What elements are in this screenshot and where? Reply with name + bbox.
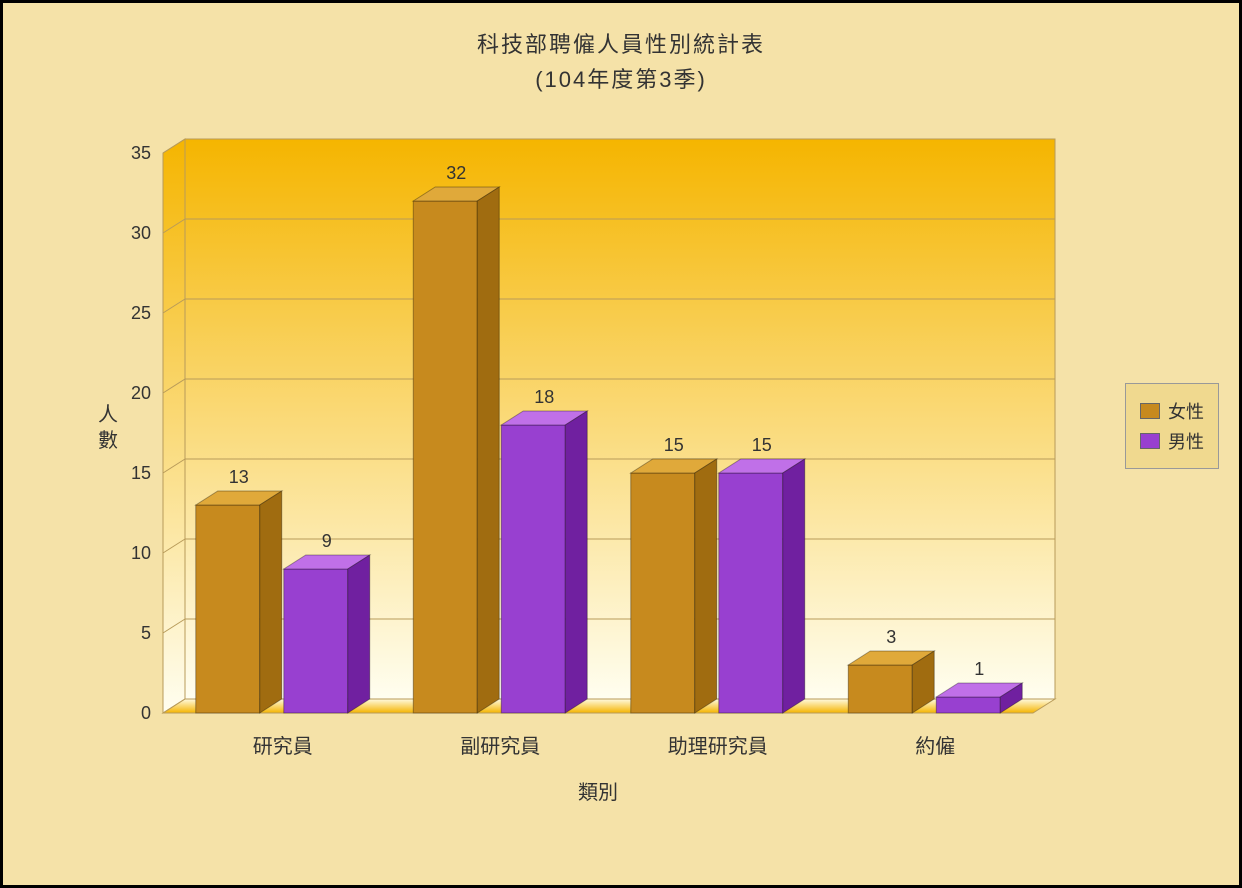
svg-text:15: 15 xyxy=(752,435,772,455)
svg-text:3: 3 xyxy=(886,627,896,647)
legend-label-female: 女性 xyxy=(1168,398,1204,424)
svg-text:10: 10 xyxy=(131,543,151,563)
svg-text:9: 9 xyxy=(322,531,332,551)
svg-text:13: 13 xyxy=(229,467,249,487)
svg-text:助理研究員: 助理研究員 xyxy=(668,735,768,758)
legend-swatch-female xyxy=(1140,403,1160,419)
svg-text:約僱: 約僱 xyxy=(915,735,955,758)
svg-text:1: 1 xyxy=(974,659,984,679)
svg-text:30: 30 xyxy=(131,223,151,243)
chart-title: 科技部聘僱人員性別統計表 (104年度第3季) xyxy=(3,3,1239,97)
legend: 女性 男性 xyxy=(1125,383,1219,469)
legend-item-male: 男性 xyxy=(1140,428,1204,454)
svg-text:35: 35 xyxy=(131,143,151,163)
svg-text:25: 25 xyxy=(131,303,151,323)
title-line-1: 科技部聘僱人員性別統計表 xyxy=(3,27,1239,62)
svg-text:5: 5 xyxy=(141,623,151,643)
svg-text:15: 15 xyxy=(664,435,684,455)
svg-text:0: 0 xyxy=(141,703,151,723)
bar-chart-svg: 05101520253035人數類別研究員139副研究員3218助理研究員151… xyxy=(73,133,1173,833)
svg-text:32: 32 xyxy=(446,163,466,183)
svg-text:類別: 類別 xyxy=(578,781,618,804)
svg-text:15: 15 xyxy=(131,463,151,483)
chart-area: 05101520253035人數類別研究員139副研究員3218助理研究員151… xyxy=(73,133,1173,833)
legend-swatch-male xyxy=(1140,433,1160,449)
legend-item-female: 女性 xyxy=(1140,398,1204,424)
svg-text:18: 18 xyxy=(534,387,554,407)
svg-text:研究員: 研究員 xyxy=(253,735,313,758)
svg-text:數: 數 xyxy=(98,429,118,452)
svg-text:副研究員: 副研究員 xyxy=(460,735,540,758)
legend-label-male: 男性 xyxy=(1168,428,1204,454)
title-line-2: (104年度第3季) xyxy=(3,62,1239,97)
svg-text:20: 20 xyxy=(131,383,151,403)
svg-text:人: 人 xyxy=(98,403,118,426)
chart-frame: 科技部聘僱人員性別統計表 (104年度第3季) 0 5 10 15 20 25 30 35 人數… xyxy=(0,0,1242,888)
